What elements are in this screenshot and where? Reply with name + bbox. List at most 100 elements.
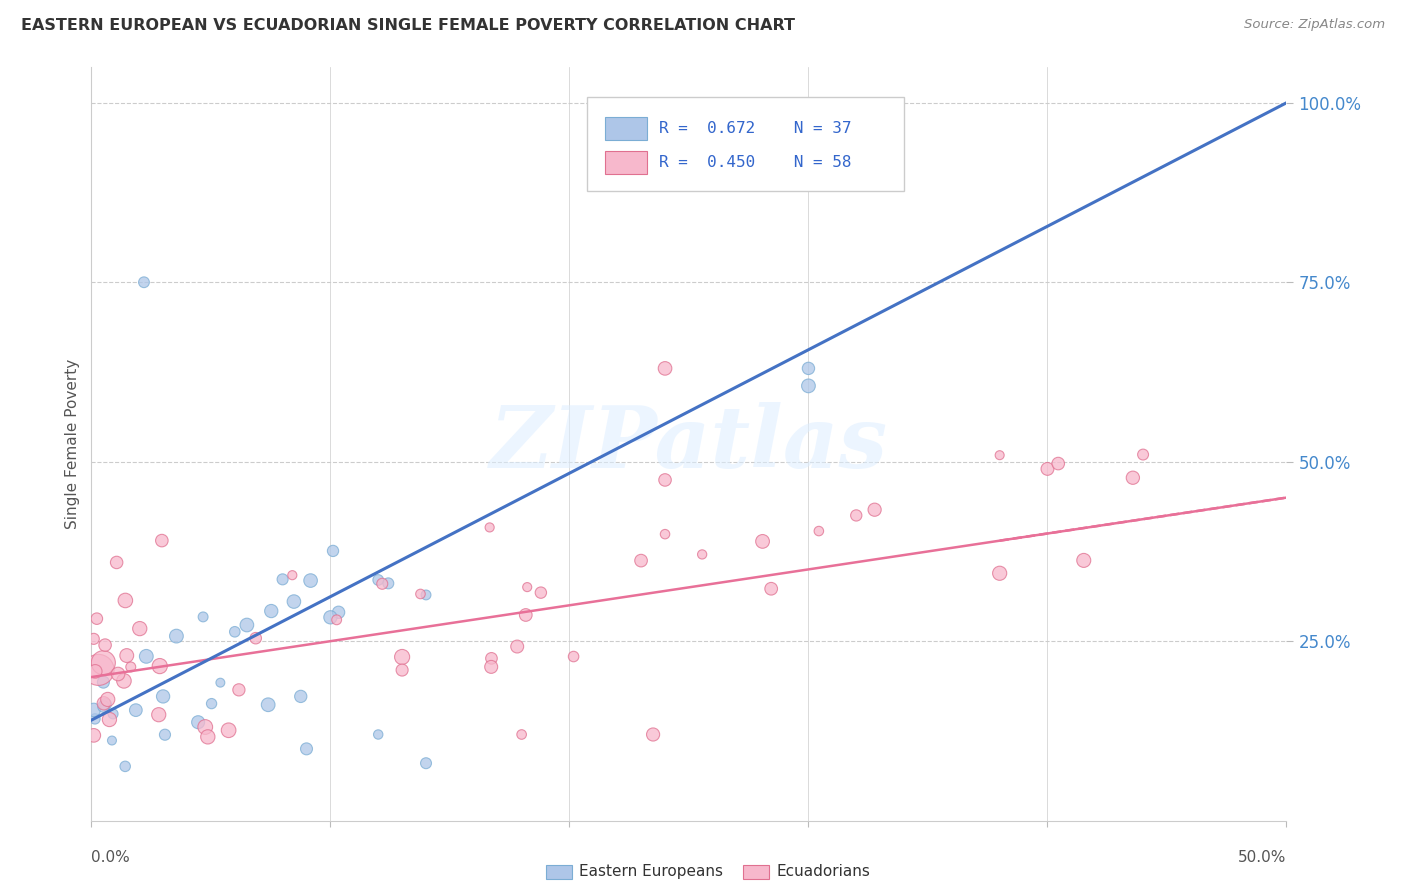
Point bbox=[271, 572, 294, 586]
Point bbox=[510, 727, 533, 741]
Point bbox=[506, 640, 529, 654]
Point bbox=[515, 607, 537, 622]
Point bbox=[94, 638, 117, 652]
Text: R =  0.450    N = 58: R = 0.450 N = 58 bbox=[659, 155, 852, 170]
Point bbox=[194, 720, 217, 734]
Point bbox=[654, 527, 676, 541]
Point bbox=[114, 759, 136, 773]
Point bbox=[114, 593, 136, 607]
Point bbox=[218, 723, 240, 738]
Point bbox=[299, 574, 322, 588]
Point bbox=[630, 553, 652, 567]
Text: Eastern Europeans: Eastern Europeans bbox=[579, 863, 723, 879]
Point bbox=[125, 703, 148, 717]
Point bbox=[797, 361, 820, 376]
Point bbox=[1073, 553, 1095, 567]
Text: Source: ZipAtlas.com: Source: ZipAtlas.com bbox=[1244, 18, 1385, 31]
Point bbox=[367, 573, 389, 587]
Text: Ecuadorians: Ecuadorians bbox=[776, 863, 870, 879]
Point bbox=[101, 733, 124, 747]
Point bbox=[83, 632, 105, 646]
Point bbox=[654, 361, 676, 376]
FancyBboxPatch shape bbox=[742, 865, 769, 879]
Point bbox=[84, 712, 107, 726]
Point bbox=[641, 727, 664, 741]
Point bbox=[165, 629, 187, 643]
Point bbox=[797, 379, 820, 393]
Point bbox=[228, 682, 250, 697]
Point bbox=[988, 566, 1011, 581]
Y-axis label: Single Female Poverty: Single Female Poverty bbox=[65, 359, 80, 529]
Point bbox=[260, 604, 283, 618]
Point bbox=[322, 544, 344, 558]
Point bbox=[367, 727, 389, 741]
Point bbox=[415, 756, 437, 771]
FancyBboxPatch shape bbox=[605, 118, 647, 140]
Point bbox=[690, 548, 713, 562]
Point bbox=[751, 534, 773, 549]
Point bbox=[283, 594, 305, 608]
Text: 50.0%: 50.0% bbox=[1239, 850, 1286, 865]
Text: R =  0.672    N = 37: R = 0.672 N = 37 bbox=[659, 121, 852, 136]
Text: ZIPatlas: ZIPatlas bbox=[489, 402, 889, 485]
Point bbox=[93, 699, 115, 714]
Point bbox=[391, 650, 413, 665]
Point bbox=[86, 612, 108, 626]
FancyBboxPatch shape bbox=[605, 152, 647, 174]
Text: 0.0%: 0.0% bbox=[91, 850, 131, 865]
Point bbox=[93, 696, 115, 710]
Point bbox=[83, 728, 105, 742]
FancyBboxPatch shape bbox=[546, 865, 572, 879]
Point bbox=[759, 582, 782, 596]
Point bbox=[281, 568, 304, 582]
Point bbox=[290, 690, 312, 704]
Point bbox=[132, 275, 155, 289]
Point bbox=[245, 631, 267, 645]
Point bbox=[516, 580, 538, 594]
Point bbox=[101, 706, 124, 721]
Point bbox=[200, 697, 222, 711]
Point bbox=[391, 663, 413, 677]
Point bbox=[1122, 471, 1144, 485]
Point bbox=[371, 576, 394, 591]
Point bbox=[328, 605, 350, 619]
Point bbox=[409, 587, 432, 601]
Point bbox=[135, 649, 157, 664]
Point bbox=[120, 660, 142, 674]
Point bbox=[152, 690, 174, 704]
Point bbox=[209, 675, 232, 690]
Point bbox=[115, 648, 138, 663]
Point bbox=[295, 742, 318, 756]
FancyBboxPatch shape bbox=[588, 97, 904, 191]
Point bbox=[377, 576, 399, 591]
Point bbox=[83, 703, 105, 717]
Point bbox=[97, 692, 120, 706]
Point bbox=[150, 533, 173, 548]
Point bbox=[325, 613, 347, 627]
Point bbox=[988, 448, 1011, 462]
Point bbox=[191, 610, 214, 624]
Point bbox=[187, 715, 209, 730]
Point bbox=[153, 728, 176, 742]
Point bbox=[530, 585, 553, 599]
Point bbox=[257, 698, 280, 712]
Point bbox=[98, 713, 121, 727]
Point bbox=[654, 473, 676, 487]
Point bbox=[478, 520, 501, 534]
Point bbox=[87, 663, 110, 677]
Point bbox=[562, 649, 585, 664]
Point bbox=[93, 675, 115, 690]
Point bbox=[479, 660, 502, 674]
Point bbox=[148, 707, 170, 722]
Point bbox=[319, 610, 342, 624]
Point bbox=[94, 698, 117, 712]
Point bbox=[84, 665, 107, 679]
Point bbox=[197, 730, 219, 744]
Point bbox=[1036, 462, 1059, 476]
Point bbox=[149, 659, 172, 673]
Point bbox=[224, 624, 246, 639]
Point bbox=[863, 502, 886, 516]
Point bbox=[845, 508, 868, 523]
Point bbox=[807, 524, 830, 538]
Text: EASTERN EUROPEAN VS ECUADORIAN SINGLE FEMALE POVERTY CORRELATION CHART: EASTERN EUROPEAN VS ECUADORIAN SINGLE FE… bbox=[21, 18, 794, 33]
